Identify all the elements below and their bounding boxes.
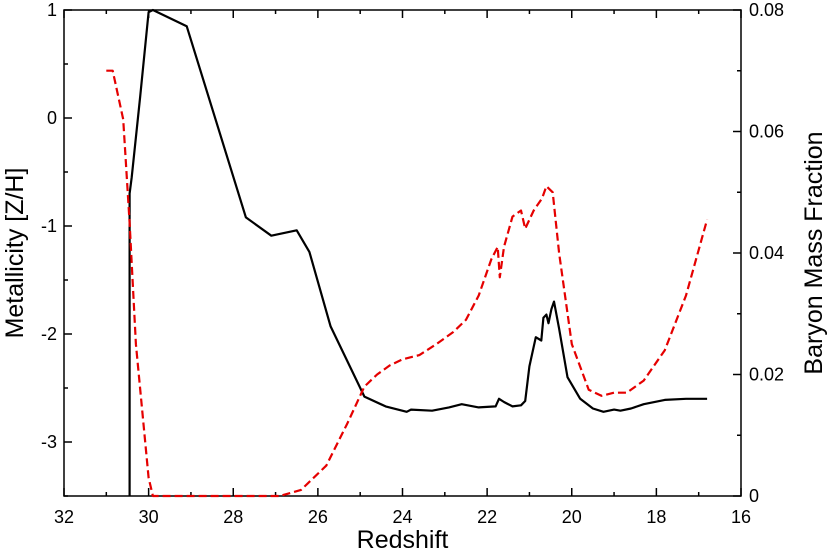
x-axis-title: Redshift (357, 526, 449, 552)
y2-tick-label: 0 (749, 486, 759, 506)
tick-labels: 32 30 28 26 24 22 20 18 16 -3 -2 -1 0 1 0 0.02 0.04 0.06 0… (41, 0, 784, 527)
y-tick-label: 0 (47, 108, 57, 128)
x-tick-label: 18 (646, 507, 666, 527)
y2-axis-title: Baryon Mass Fraction (800, 131, 828, 374)
x-tick-label: 30 (139, 507, 159, 527)
y-axis-title: Metallicity [Z/H] (1, 168, 29, 339)
y-tick-label: 1 (47, 0, 57, 20)
y2-tick-label: 0.06 (749, 122, 784, 142)
x-tick-label: 28 (223, 507, 243, 527)
baryon-fraction-line (106, 69, 709, 498)
ticks (63, 9, 742, 497)
plot-frame (63, 9, 742, 497)
x-tick-label: 32 (54, 507, 74, 527)
y2-tick-label: 0.04 (749, 243, 784, 263)
y2-tick-label: 0.02 (749, 365, 784, 385)
y-tick-label: -2 (41, 324, 57, 344)
metallicity-line (128, 8, 708, 496)
y-tick-label: -3 (41, 432, 57, 452)
x-tick-label: 20 (562, 507, 582, 527)
y-tick-label: -1 (41, 216, 57, 236)
series-group (106, 8, 709, 498)
x-tick-label: 16 (731, 507, 751, 527)
y2-tick-label: 0.08 (749, 0, 784, 20)
x-tick-label: 24 (392, 507, 412, 527)
x-tick-label: 22 (477, 507, 497, 527)
x-tick-label: 26 (308, 507, 328, 527)
